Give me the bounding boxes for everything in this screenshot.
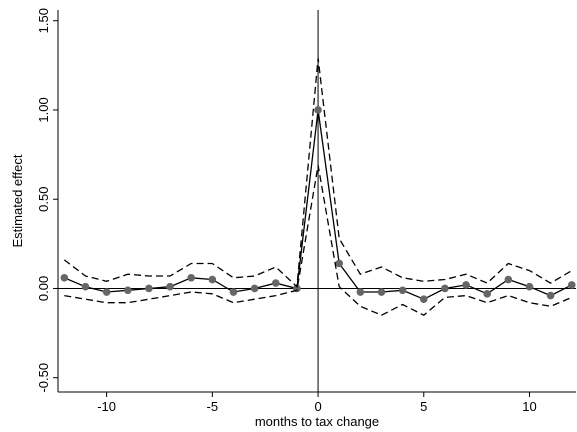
estimate-point — [81, 282, 90, 291]
y-tick-label: 0.50 — [36, 187, 51, 212]
estimate-point — [187, 273, 195, 282]
estimate-point — [271, 279, 280, 287]
estimate-point — [441, 284, 449, 293]
axis-ticks: -10 -5 0 5 10 -0.50 0.00 0.50 1.00 1.50 — [36, 8, 537, 414]
y-tick-label: 0.00 — [36, 276, 51, 301]
upper-ci-line — [63, 58, 573, 289]
estimate-point — [525, 282, 534, 291]
x-tick-label: 10 — [522, 399, 536, 414]
estimate-point — [208, 275, 217, 284]
estimate-point — [546, 291, 555, 300]
estimate-point — [314, 106, 322, 114]
estimate-point — [377, 288, 386, 296]
x-tick-label: 5 — [420, 399, 427, 414]
estimate-point — [462, 281, 470, 289]
estimate-point — [335, 259, 344, 268]
x-tick-label: -10 — [97, 399, 116, 414]
y-tick-label: -0.50 — [36, 363, 51, 393]
estimate-point — [123, 286, 132, 295]
y-tick-label: 1.50 — [36, 8, 51, 33]
estimate-point — [398, 286, 407, 295]
estimate-point — [356, 288, 365, 296]
estimate-point — [145, 284, 153, 293]
estimate-point — [166, 282, 174, 291]
estimate-point — [102, 288, 111, 296]
lower-ci-line — [64, 165, 573, 316]
estimate-point — [483, 290, 492, 298]
estimate-point — [229, 288, 238, 296]
estimate-point — [250, 284, 259, 293]
estimate-point — [567, 281, 576, 289]
x-tick-label: 0 — [314, 399, 321, 414]
estimate-point — [504, 275, 513, 284]
axes — [57, 10, 576, 393]
x-tick-label: -5 — [207, 399, 219, 414]
series-layer — [60, 58, 576, 316]
y-tick-label: 1.00 — [36, 97, 51, 122]
estimate-point — [60, 273, 69, 282]
x-axis-title: months to tax change — [255, 414, 379, 429]
y-axis-title: Estimated effect — [10, 154, 25, 247]
estimate-point — [419, 295, 428, 303]
